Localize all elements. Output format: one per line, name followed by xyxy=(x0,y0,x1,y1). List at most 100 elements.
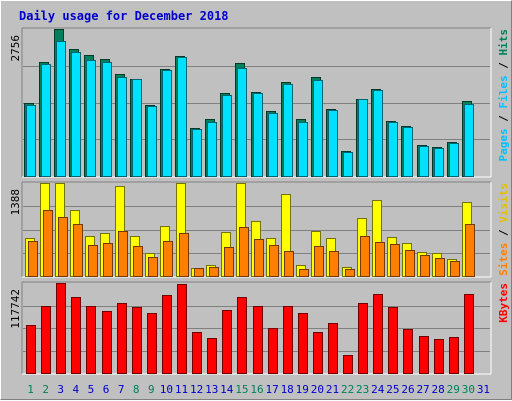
chart-title: Daily usage for December 2018 xyxy=(19,9,229,23)
day-label-27: 27 xyxy=(416,383,429,396)
bar-visits-sites-day-1 xyxy=(28,241,38,277)
side-label-kbytes: KBytes xyxy=(497,283,510,323)
bar-kbytes-kbytes-day-5 xyxy=(86,306,96,374)
day-label-24: 24 xyxy=(371,383,385,396)
bar-kbytes-kbytes-day-23 xyxy=(358,303,368,374)
bar-hits-files-day-16 xyxy=(253,93,263,177)
day-label-14: 14 xyxy=(220,383,234,396)
bar-hits-files-day-21 xyxy=(328,110,338,177)
day-label-23: 23 xyxy=(356,383,369,396)
bar-visits-sites-day-3 xyxy=(58,217,68,277)
bar-visits-sites-day-23 xyxy=(360,236,370,277)
bar-visits-sites-day-5 xyxy=(88,245,98,277)
bar-visits-sites-day-2 xyxy=(43,210,53,277)
day-label-8: 8 xyxy=(133,383,140,396)
side-label-part: Sites xyxy=(497,243,510,276)
bar-visits-sites-day-20 xyxy=(314,246,324,277)
bar-visits-sites-day-21 xyxy=(329,251,339,277)
bar-visits-sites-day-28 xyxy=(435,258,445,277)
bar-hits-files-day-4 xyxy=(71,52,81,177)
side-label-part: Visits xyxy=(497,183,510,223)
bar-kbytes-kbytes-day-6 xyxy=(102,311,112,374)
bar-kbytes-kbytes-day-24 xyxy=(373,294,383,374)
bar-hits-files-day-7 xyxy=(117,77,127,177)
day-label-16: 16 xyxy=(250,383,263,396)
bar-visits-sites-day-30 xyxy=(465,224,475,277)
day-label-22: 22 xyxy=(341,383,354,396)
bar-visits-sites-day-19 xyxy=(299,269,309,277)
day-label-4: 4 xyxy=(73,383,80,396)
bar-hits-files-day-8 xyxy=(132,79,142,177)
bar-hits-files-day-13 xyxy=(207,122,217,177)
bar-visits-sites-day-26 xyxy=(405,250,415,277)
day-label-11: 11 xyxy=(175,383,188,396)
bar-hits-files-day-20 xyxy=(313,80,323,177)
bar-visits-sites-day-18 xyxy=(284,251,294,277)
bar-kbytes-kbytes-day-22 xyxy=(343,355,353,374)
day-label-31: 31 xyxy=(477,383,490,396)
bar-visits-sites-day-6 xyxy=(103,243,113,277)
bar-visits-sites-day-4 xyxy=(73,224,83,277)
axis-max-label: 2756 xyxy=(9,35,22,62)
bar-hits-files-day-14 xyxy=(222,95,232,177)
bar-kbytes-kbytes-day-11 xyxy=(177,284,187,374)
side-label-hits: Pages / Files / Hits xyxy=(497,29,510,162)
day-label-17: 17 xyxy=(265,383,278,396)
bar-hits-files-day-2 xyxy=(41,64,51,177)
day-label-30: 30 xyxy=(462,383,475,396)
bar-hits-files-day-5 xyxy=(86,60,96,177)
day-label-18: 18 xyxy=(281,383,294,396)
bar-hits-files-day-22 xyxy=(343,152,353,177)
bar-kbytes-kbytes-day-8 xyxy=(132,307,142,374)
day-label-3: 3 xyxy=(57,383,64,396)
bar-hits-files-day-6 xyxy=(102,62,112,177)
day-label-26: 26 xyxy=(401,383,414,396)
bar-visits-sites-day-11 xyxy=(179,233,189,277)
bar-kbytes-kbytes-day-3 xyxy=(56,283,66,374)
bar-kbytes-kbytes-day-4 xyxy=(71,297,81,374)
day-label-15: 15 xyxy=(235,383,248,396)
bar-kbytes-kbytes-day-2 xyxy=(41,306,51,374)
bar-visits-sites-day-9 xyxy=(148,257,158,277)
bar-kbytes-kbytes-day-7 xyxy=(117,303,127,374)
day-label-10: 10 xyxy=(160,383,173,396)
side-label-part: Files xyxy=(497,75,510,108)
bar-hits-files-day-9 xyxy=(147,106,157,177)
bar-visits-sites-day-14 xyxy=(224,247,234,277)
bar-kbytes-kbytes-day-16 xyxy=(253,306,263,374)
bar-kbytes-kbytes-day-21 xyxy=(328,323,338,374)
day-label-7: 7 xyxy=(118,383,125,396)
bar-kbytes-kbytes-day-1 xyxy=(26,325,36,374)
bar-hits-files-day-23 xyxy=(358,99,368,177)
day-label-1: 1 xyxy=(27,383,34,396)
bar-hits-files-day-30 xyxy=(464,104,474,177)
side-label-part: Hits xyxy=(497,29,510,56)
bar-kbytes-kbytes-day-9 xyxy=(147,313,157,374)
bar-hits-files-day-11 xyxy=(177,57,187,177)
bar-kbytes-kbytes-day-14 xyxy=(222,310,232,374)
axis-max-label: 117742 xyxy=(9,289,22,329)
bar-kbytes-kbytes-day-25 xyxy=(388,307,398,374)
side-label-part: / xyxy=(497,223,510,243)
bar-hits-files-day-19 xyxy=(298,122,308,177)
bar-hits-files-day-27 xyxy=(419,146,429,177)
bar-hits-files-day-1 xyxy=(26,105,36,177)
day-label-25: 25 xyxy=(386,383,399,396)
bar-visits-sites-day-16 xyxy=(254,239,264,277)
bar-kbytes-kbytes-day-17 xyxy=(268,328,278,374)
bar-hits-files-day-15 xyxy=(237,68,247,177)
day-label-6: 6 xyxy=(103,383,110,396)
bar-visits-sites-day-7 xyxy=(118,231,128,277)
bar-hits-files-day-28 xyxy=(434,148,444,177)
side-label-part: / xyxy=(497,56,510,76)
bar-visits-sites-day-13 xyxy=(209,267,219,277)
bar-hits-files-day-25 xyxy=(388,122,398,177)
bar-hits-files-day-3 xyxy=(56,41,66,177)
day-label-29: 29 xyxy=(447,383,460,396)
bar-kbytes-kbytes-day-10 xyxy=(162,295,172,374)
bar-hits-files-day-24 xyxy=(373,90,383,177)
bar-visits-sites-day-8 xyxy=(133,246,143,277)
bar-kbytes-kbytes-day-13 xyxy=(207,338,217,374)
